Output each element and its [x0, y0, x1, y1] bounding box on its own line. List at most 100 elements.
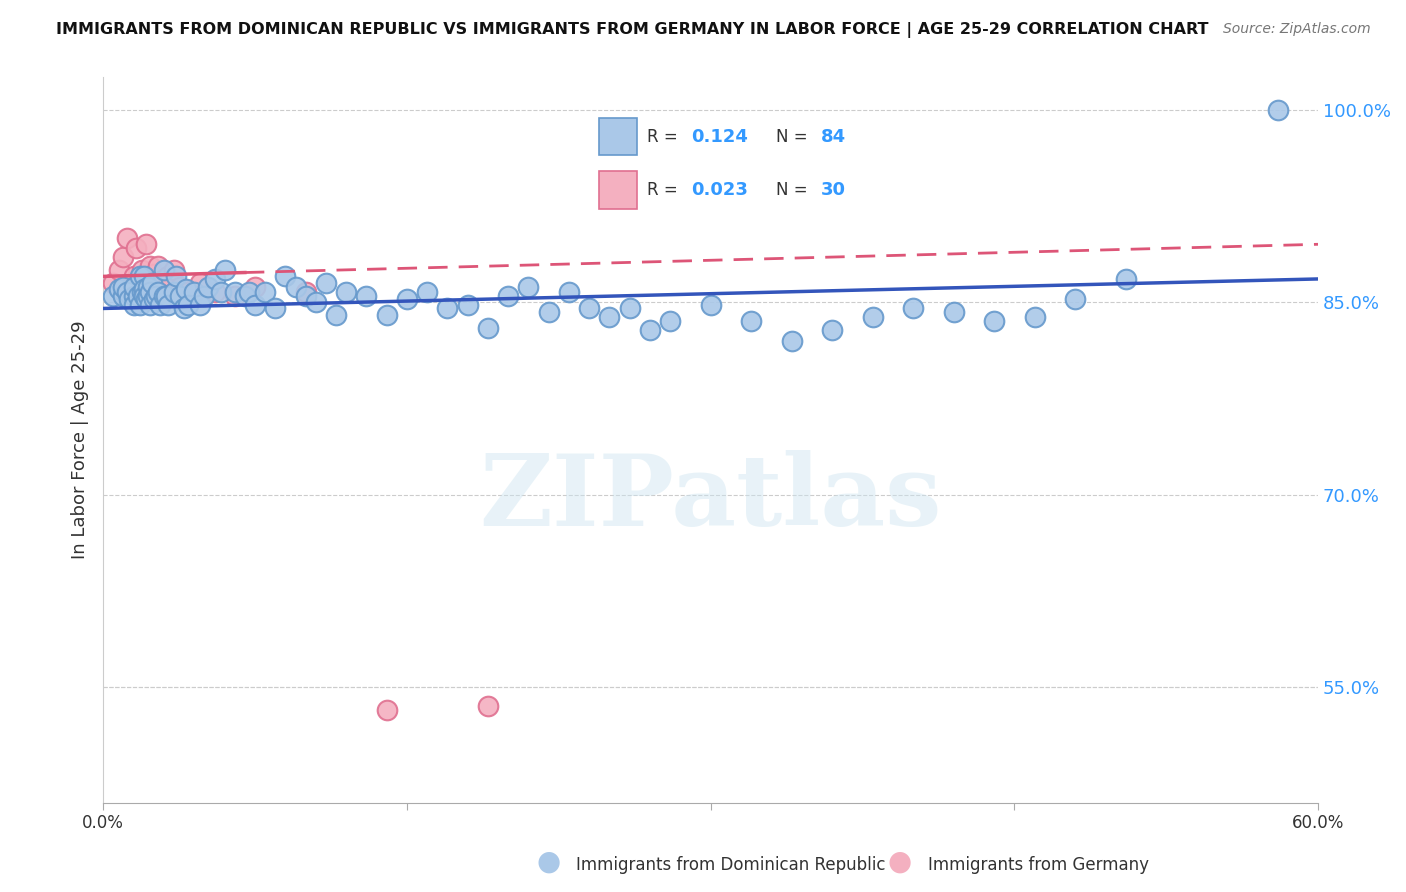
Point — [578, 301, 600, 316]
Point — [305, 295, 328, 310]
Point — [436, 301, 458, 316]
Point — [325, 308, 347, 322]
Point — [204, 285, 226, 299]
Point — [128, 269, 150, 284]
Point — [619, 301, 641, 316]
Point — [136, 288, 159, 302]
Point — [155, 288, 177, 302]
Point — [156, 297, 179, 311]
Point — [173, 301, 195, 316]
Point — [149, 279, 172, 293]
Text: Immigrants from Dominican Republic: Immigrants from Dominican Republic — [576, 856, 886, 874]
Point — [146, 259, 169, 273]
Point — [118, 279, 141, 293]
Point — [132, 269, 155, 284]
Point — [638, 323, 661, 337]
Point — [598, 310, 620, 325]
Point — [496, 288, 519, 302]
Point — [169, 288, 191, 302]
Point — [174, 282, 197, 296]
Point — [209, 285, 232, 299]
Point — [112, 250, 135, 264]
Point — [862, 310, 884, 325]
Point — [136, 279, 159, 293]
Point — [517, 279, 540, 293]
Y-axis label: In Labor Force | Age 25-29: In Labor Force | Age 25-29 — [72, 321, 89, 559]
Point — [188, 276, 211, 290]
Point — [177, 297, 200, 311]
Point — [135, 293, 157, 307]
Point — [112, 279, 135, 293]
Point — [127, 279, 149, 293]
Point — [142, 267, 165, 281]
Point — [135, 237, 157, 252]
Point — [122, 297, 145, 311]
Point — [136, 279, 159, 293]
Point — [132, 269, 155, 284]
Point — [238, 285, 260, 299]
Point — [141, 276, 163, 290]
Text: Immigrants from Germany: Immigrants from Germany — [928, 856, 1149, 874]
Point — [699, 297, 721, 311]
Point — [122, 269, 145, 284]
Point — [477, 320, 499, 334]
Point — [224, 285, 246, 299]
Point — [1064, 293, 1087, 307]
Point — [1024, 310, 1046, 325]
Text: ●: ● — [536, 848, 561, 876]
Point — [233, 288, 256, 302]
Point — [169, 279, 191, 293]
Point — [132, 282, 155, 296]
Point — [942, 305, 965, 319]
Point — [983, 314, 1005, 328]
Point — [901, 301, 924, 316]
Point — [659, 314, 682, 328]
Point — [103, 288, 125, 302]
Point — [156, 269, 179, 284]
Point — [477, 699, 499, 714]
Point — [1115, 272, 1137, 286]
Point — [284, 279, 307, 293]
Point — [356, 288, 378, 302]
Point — [224, 288, 246, 302]
Point — [294, 288, 316, 302]
Point — [375, 703, 398, 717]
Point — [197, 279, 219, 293]
Point — [294, 285, 316, 299]
Point — [128, 272, 150, 286]
Text: Source: ZipAtlas.com: Source: ZipAtlas.com — [1223, 22, 1371, 37]
Point — [132, 288, 155, 302]
Point — [127, 288, 149, 302]
Point — [108, 282, 131, 296]
Point — [188, 297, 211, 311]
Point — [335, 285, 357, 299]
Point — [177, 285, 200, 299]
Point — [537, 305, 560, 319]
Point — [243, 297, 266, 311]
Point — [124, 241, 146, 255]
Point — [112, 288, 135, 302]
Point — [141, 285, 163, 299]
Point — [138, 285, 160, 299]
Point — [138, 297, 160, 311]
Point — [117, 285, 139, 299]
Point — [558, 285, 581, 299]
Point — [163, 263, 186, 277]
Point — [243, 279, 266, 293]
Point — [375, 308, 398, 322]
Point — [145, 288, 167, 302]
Point — [254, 285, 277, 299]
Point — [122, 279, 145, 293]
Point — [740, 314, 762, 328]
Point — [1267, 103, 1289, 117]
Point — [108, 263, 131, 277]
Point — [780, 334, 803, 348]
Point — [264, 301, 287, 316]
Point — [163, 285, 186, 299]
Point — [153, 288, 176, 302]
Point — [457, 297, 479, 311]
Point — [131, 263, 153, 277]
Point — [142, 293, 165, 307]
Point — [165, 269, 187, 284]
Text: ●: ● — [887, 848, 912, 876]
